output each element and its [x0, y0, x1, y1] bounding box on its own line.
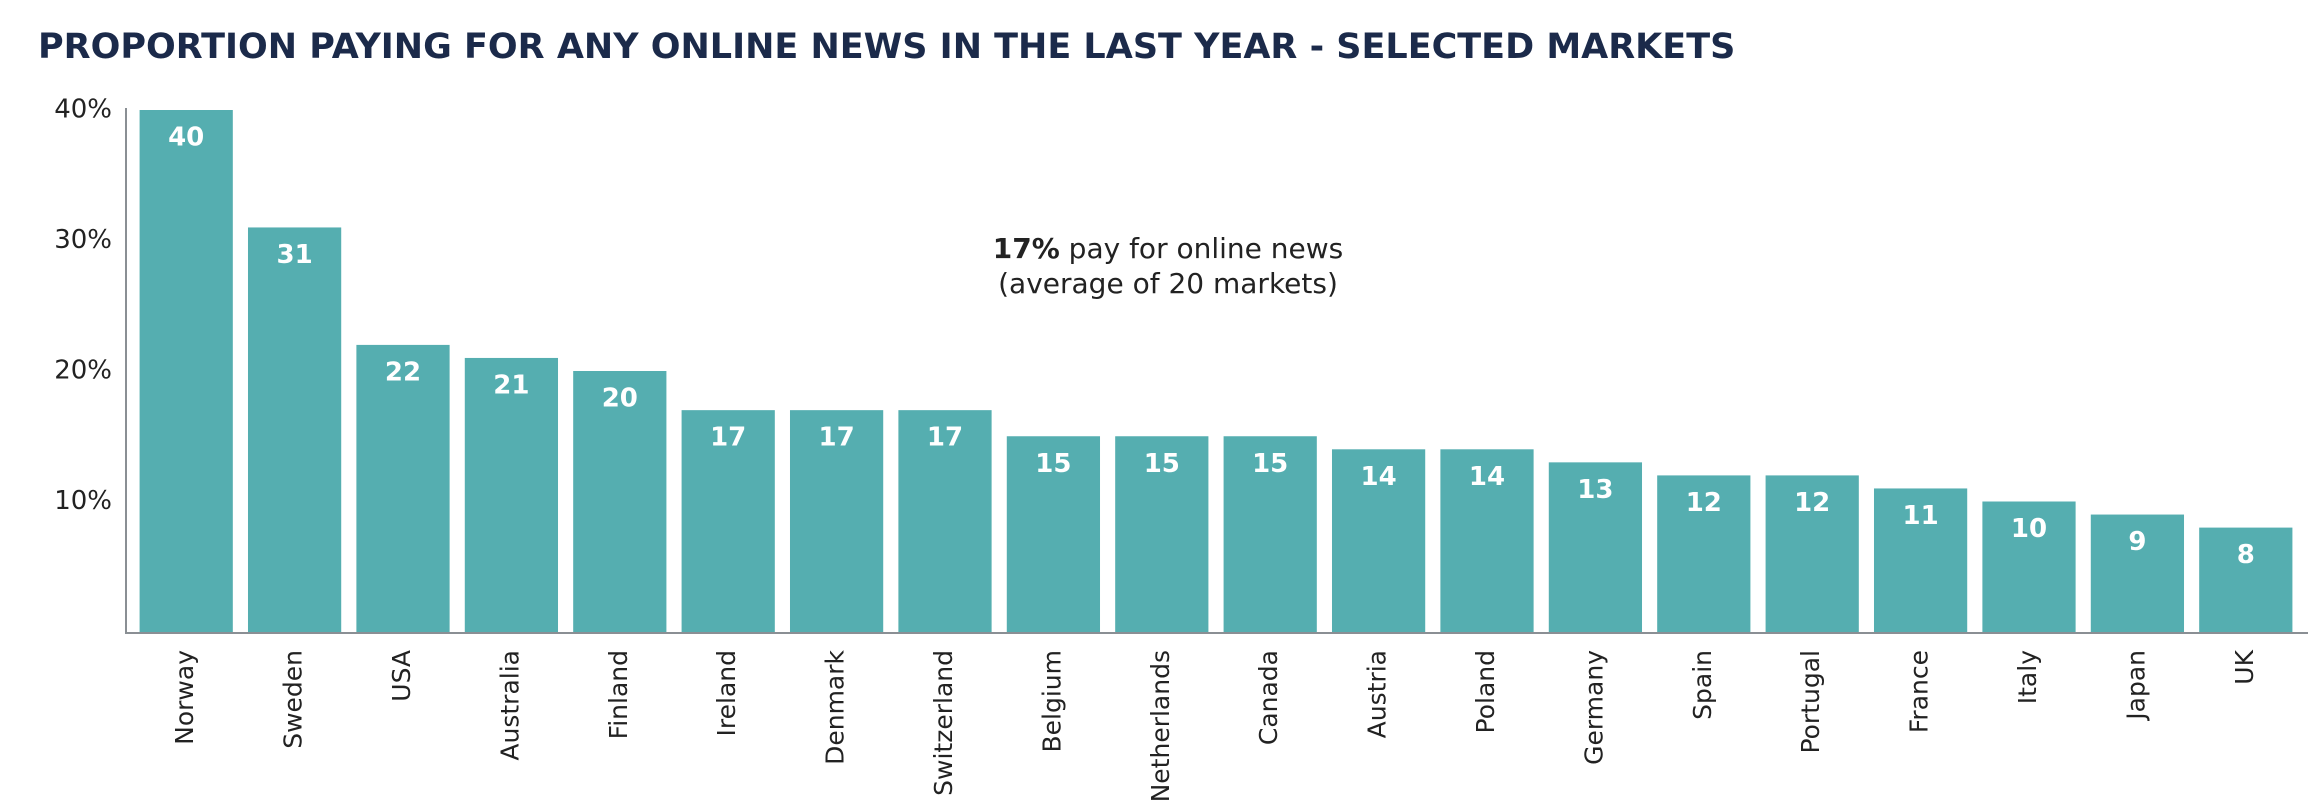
- x-tick-label: Sweden: [279, 650, 308, 749]
- value-label: 31: [277, 240, 313, 270]
- y-tick-label: 10%: [54, 486, 112, 516]
- annotation-text: pay for online news: [1069, 232, 1344, 265]
- bar: [1440, 449, 1534, 632]
- bar: [573, 371, 667, 632]
- annotation-bold: 17%: [993, 232, 1060, 265]
- value-label: 8: [2237, 540, 2255, 570]
- value-label: 17: [927, 423, 963, 453]
- y-tick-label: 30%: [54, 225, 112, 255]
- chart-title: PROPORTION PAYING FOR ANY ONLINE NEWS IN…: [38, 27, 1735, 67]
- bar: [1548, 462, 1643, 632]
- value-label: 15: [1035, 449, 1071, 479]
- bar: [1223, 436, 1317, 632]
- bar: [356, 344, 450, 632]
- x-tick-label: Norway: [170, 650, 199, 745]
- bar: [681, 410, 775, 632]
- x-tick-label: Canada: [1254, 650, 1283, 745]
- bar: [1982, 501, 2076, 632]
- value-label: 17: [819, 423, 855, 453]
- value-label: 9: [2128, 527, 2146, 557]
- x-tick-label: Belgium: [1037, 650, 1066, 753]
- x-tick-label: Ireland: [712, 650, 741, 736]
- bar: [789, 410, 884, 632]
- bar: [1765, 475, 1859, 632]
- bar: [247, 227, 342, 632]
- value-label: 14: [1469, 462, 1505, 492]
- bar: [464, 357, 559, 632]
- y-tick-label: 20%: [54, 356, 112, 386]
- value-label: 14: [1361, 462, 1397, 492]
- value-label: 13: [1577, 475, 1613, 505]
- annotation-line: (average of 20 markets): [998, 267, 1338, 300]
- value-label: 12: [1686, 488, 1722, 518]
- x-tick-label: Switzerland: [929, 650, 958, 796]
- value-label: 17: [710, 423, 746, 453]
- x-tick-label: UK: [2230, 649, 2259, 684]
- x-tick-label: Portugal: [1796, 650, 1825, 754]
- y-tick-label: 40%: [54, 95, 112, 125]
- x-tick-label: Italy: [2013, 650, 2042, 704]
- x-tick-label: Finland: [604, 650, 633, 739]
- x-tick-label: Poland: [1471, 650, 1500, 733]
- x-tick-label: France: [1905, 650, 1934, 733]
- value-label: 22: [385, 357, 421, 387]
- x-tick-label: Austria: [1363, 650, 1392, 738]
- value-label: 12: [1794, 488, 1830, 518]
- value-label: 20: [602, 384, 638, 414]
- bar: [2090, 514, 2185, 632]
- bar: [1873, 488, 1968, 632]
- value-label: 15: [1252, 449, 1288, 479]
- bar: [139, 110, 233, 632]
- x-tick-label: Denmark: [821, 649, 850, 764]
- x-tick-label: Japan: [2121, 650, 2150, 722]
- bar: [1115, 436, 1209, 632]
- bar: [1006, 436, 1101, 632]
- bar: [898, 410, 992, 632]
- value-label: 11: [1903, 501, 1939, 531]
- x-tick-label: Australia: [495, 650, 524, 761]
- bar: [2199, 527, 2293, 632]
- x-tick-label: Netherlands: [1146, 650, 1175, 800]
- bar: [1331, 449, 1426, 632]
- x-tick-label: Spain: [1688, 650, 1717, 720]
- value-label: 15: [1144, 449, 1180, 479]
- x-tick-label: Germany: [1579, 650, 1608, 765]
- annotation: 17% pay for online news: [993, 232, 1344, 265]
- x-tick-label: USA: [387, 650, 416, 702]
- value-label: 10: [2011, 514, 2047, 544]
- value-label: 40: [168, 123, 204, 153]
- value-label: 21: [493, 370, 529, 400]
- bar: [1657, 475, 1751, 632]
